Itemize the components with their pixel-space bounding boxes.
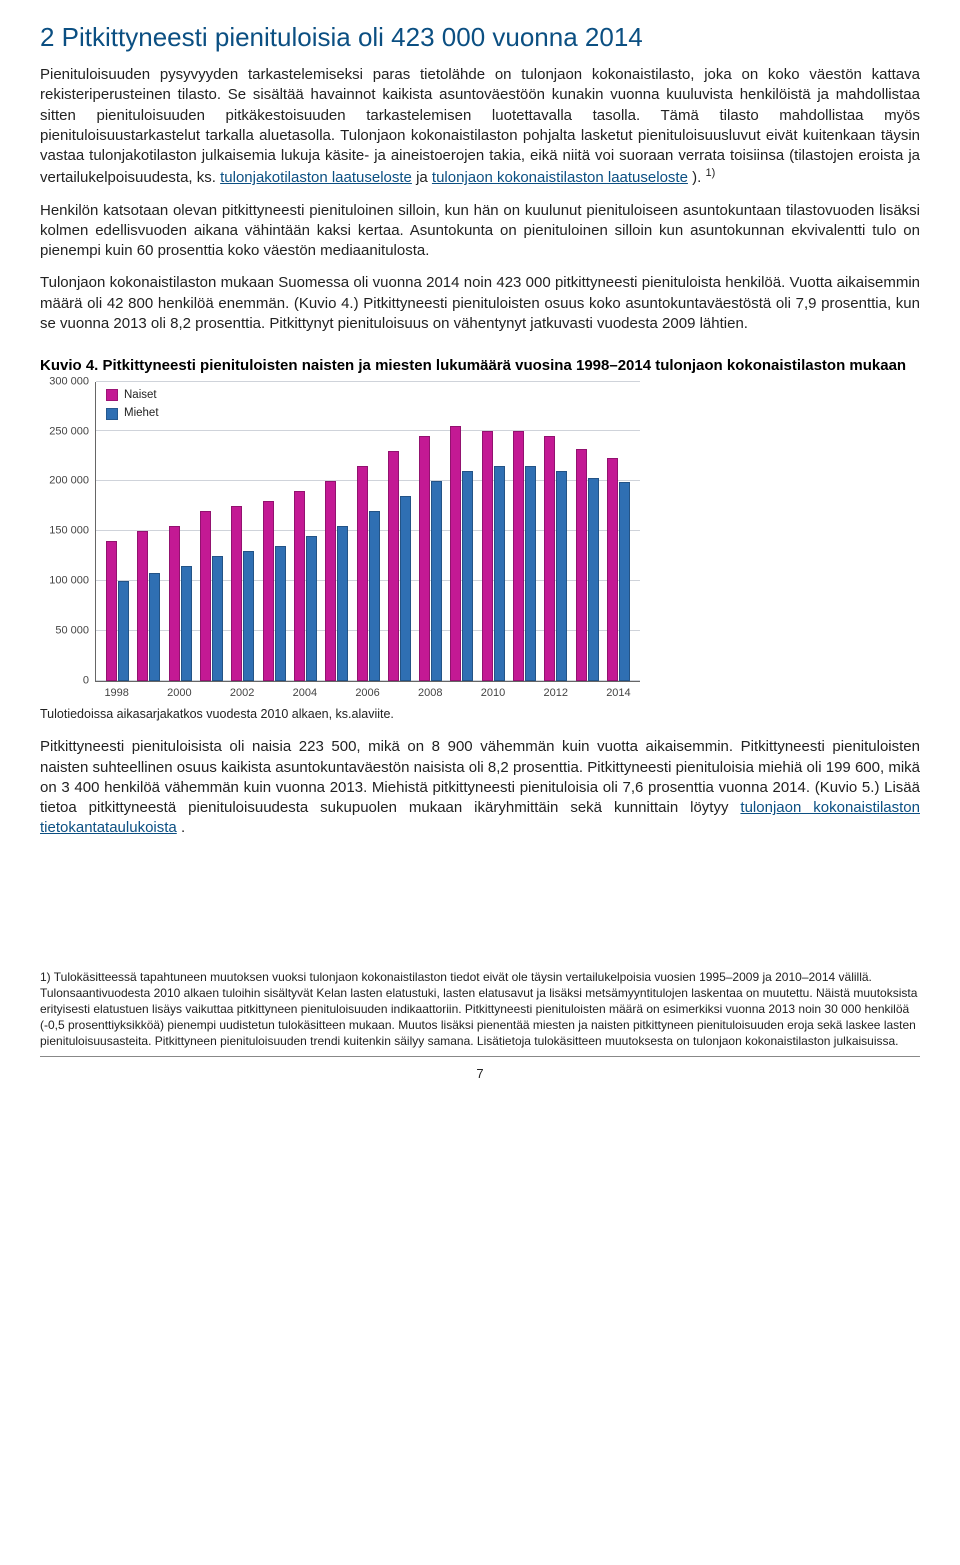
chart-bar [337, 526, 348, 680]
chart-x-label: 2012 [540, 682, 571, 701]
chart-y-label: 0 [41, 673, 89, 688]
paragraph-4: Pitkittyneesti pienituloisista oli naisi… [40, 737, 920, 838]
chart-year-group [509, 382, 540, 681]
chart-year-group [571, 382, 602, 681]
chart-x-label: 2008 [415, 682, 446, 701]
chart-year-group [603, 382, 634, 681]
chart-bar [544, 436, 555, 680]
chart-bar [275, 546, 286, 681]
chart-bar [357, 466, 368, 680]
chart-bar [263, 501, 274, 680]
chart-x-label: 2004 [289, 682, 320, 701]
paragraph-1: Pienituloisuuden pysyvyyden tarkastelemi… [40, 65, 920, 189]
chart-x-label [571, 682, 602, 701]
chart-x-label [321, 682, 352, 701]
chart-bar [576, 449, 587, 680]
chart-year-group [415, 382, 446, 681]
chart-year-group [478, 382, 509, 681]
chart-bar [588, 478, 599, 680]
chart-y-label: 250 000 [41, 424, 89, 439]
chart-bar [200, 511, 211, 680]
chart-year-group [165, 382, 196, 681]
paragraph-3: Tulonjaon kokonaistilaston mukaan Suomes… [40, 273, 920, 334]
chart-bar [419, 436, 430, 680]
chart-bar [243, 551, 254, 681]
chart-x-label [132, 682, 163, 701]
chart-year-group [352, 382, 383, 681]
link-tulonjakotilasto-laatuseloste[interactable]: tulonjakotilaston laatuseloste [220, 169, 412, 186]
chart-title: Kuvio 4. Pitkittyneesti pienituloisten n… [40, 356, 920, 376]
chart-year-group [290, 382, 321, 681]
chart-year-group [258, 382, 289, 681]
chart-year-group [133, 382, 164, 681]
footnote-ref-1: 1) [705, 167, 715, 179]
chart-year-group [227, 382, 258, 681]
chart-bar [607, 458, 618, 681]
chart-bar [619, 482, 630, 681]
chart-year-group [196, 382, 227, 681]
chart-bar [137, 531, 148, 681]
page-number: 7 [40, 1065, 920, 1083]
chart-bar [181, 566, 192, 681]
chart-year-group [540, 382, 571, 681]
chart-x-label: 2002 [226, 682, 257, 701]
chart-year-group [446, 382, 477, 681]
chart-x-label: 2014 [603, 682, 634, 701]
chart-bar [513, 431, 524, 680]
chart-bar [169, 526, 180, 680]
p4-text-b: . [181, 819, 185, 836]
chart-x-label: 2006 [352, 682, 383, 701]
chart-year-group [321, 382, 352, 681]
chart-bar [212, 556, 223, 681]
chart-y-label: 50 000 [41, 623, 89, 638]
chart-bar [388, 451, 399, 680]
chart-bar [325, 481, 336, 680]
p1-text-c: ). [692, 169, 701, 186]
paragraph-2: Henkilön katsotaan olevan pitkittyneesti… [40, 201, 920, 262]
chart-bars [96, 382, 640, 681]
chart-bar [525, 466, 536, 680]
chart-bar [431, 481, 442, 680]
chart-bar [118, 581, 129, 681]
chart-bar [106, 541, 117, 681]
p1-text-b: ja [416, 169, 432, 186]
chart-y-label: 150 000 [41, 524, 89, 539]
chart-bar [494, 466, 505, 680]
chart-kuvio-4: NaisetMiehet 050 000100 000150 000200 00… [40, 382, 640, 701]
chart-bar [369, 511, 380, 680]
footnote-1: 1) Tulokäsitteessä tapahtuneen muutoksen… [40, 969, 920, 1057]
link-kokonaistilasto-laatuseloste[interactable]: tulonjaon kokonaistilaston laatuseloste [432, 169, 688, 186]
chart-year-group [102, 382, 133, 681]
chart-bar [400, 496, 411, 680]
chart-x-label: 1998 [101, 682, 132, 701]
chart-x-label [258, 682, 289, 701]
chart-year-group [384, 382, 415, 681]
chart-x-label [383, 682, 414, 701]
chart-bar [556, 471, 567, 680]
chart-bar [462, 471, 473, 680]
chart-x-label [509, 682, 540, 701]
chart-bar [294, 491, 305, 680]
chart-x-label [195, 682, 226, 701]
chart-bar [482, 431, 493, 680]
chart-y-label: 300 000 [41, 374, 89, 389]
chart-bar [450, 426, 461, 680]
chart-y-label: 200 000 [41, 474, 89, 489]
chart-bar [231, 506, 242, 680]
section-heading: 2 Pitkittyneesti pienituloisia oli 423 0… [40, 20, 920, 55]
chart-x-label [446, 682, 477, 701]
chart-bar [306, 536, 317, 681]
chart-x-label: 2000 [164, 682, 195, 701]
chart-x-label: 2010 [477, 682, 508, 701]
chart-bar [149, 573, 160, 681]
chart-caption: Tulotiedoissa aikasarjakatkos vuodesta 2… [40, 706, 920, 723]
chart-y-label: 100 000 [41, 574, 89, 589]
